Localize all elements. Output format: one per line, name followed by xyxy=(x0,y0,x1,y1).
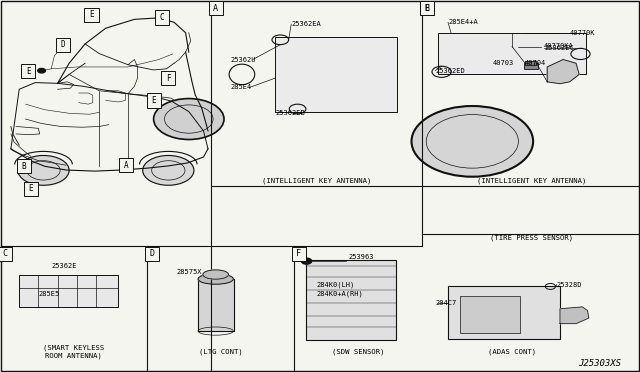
Bar xyxy=(420,1,434,15)
Text: E: E xyxy=(26,67,31,76)
Bar xyxy=(84,8,99,22)
Bar xyxy=(524,63,538,69)
Text: 25362EB: 25362EB xyxy=(275,110,305,116)
Text: 25362EC: 25362EC xyxy=(544,45,573,51)
Text: 204C7: 204C7 xyxy=(435,300,456,306)
Text: 284K0+A(RH): 284K0+A(RH) xyxy=(317,291,364,297)
Text: E: E xyxy=(151,96,156,105)
Text: (INTELLIGENT KEY ANTENNA): (INTELLIGENT KEY ANTENNA) xyxy=(477,178,586,185)
Polygon shape xyxy=(547,60,579,84)
Text: 25362U: 25362U xyxy=(230,57,256,62)
Text: E: E xyxy=(424,4,429,13)
Bar xyxy=(438,33,586,74)
Bar xyxy=(21,64,35,78)
Text: 25328D: 25328D xyxy=(557,282,582,288)
Bar xyxy=(119,158,133,172)
Bar xyxy=(198,279,234,331)
Bar xyxy=(306,260,396,340)
Text: D: D xyxy=(60,40,65,49)
Polygon shape xyxy=(560,307,589,324)
Text: 40703: 40703 xyxy=(493,60,514,66)
Circle shape xyxy=(143,155,194,185)
Text: D: D xyxy=(149,249,154,258)
Ellipse shape xyxy=(203,270,228,279)
Text: 40770K: 40770K xyxy=(570,31,595,36)
Text: 253963: 253963 xyxy=(349,254,374,260)
Bar xyxy=(275,37,397,112)
Bar xyxy=(420,1,434,15)
Text: 40704: 40704 xyxy=(525,60,546,66)
Bar xyxy=(24,182,38,196)
Text: A: A xyxy=(124,161,129,170)
Text: 25362EA: 25362EA xyxy=(291,21,321,27)
Text: C: C xyxy=(159,13,164,22)
Circle shape xyxy=(59,44,67,48)
Text: F: F xyxy=(296,249,301,258)
Text: (ADAS CONT): (ADAS CONT) xyxy=(488,348,536,355)
Bar xyxy=(525,61,536,65)
Bar xyxy=(161,71,175,85)
Bar xyxy=(145,247,159,261)
Ellipse shape xyxy=(198,274,234,284)
Text: 285E4+A: 285E4+A xyxy=(448,19,477,25)
Text: E: E xyxy=(89,10,94,19)
Text: (TIRE PRESS SENSOR): (TIRE PRESS SENSOR) xyxy=(490,234,573,241)
Bar xyxy=(147,93,161,108)
Text: A: A xyxy=(213,4,218,13)
Bar xyxy=(460,296,520,333)
Text: 28575X: 28575X xyxy=(176,269,202,275)
Text: 25362E: 25362E xyxy=(51,263,77,269)
Bar xyxy=(17,159,31,173)
Text: (INTELLIGENT KEY ANTENNA): (INTELLIGENT KEY ANTENNA) xyxy=(262,178,371,185)
Circle shape xyxy=(301,258,312,264)
Circle shape xyxy=(38,68,45,73)
Text: F: F xyxy=(166,74,171,83)
Text: 40770KA: 40770KA xyxy=(544,44,573,49)
Text: E: E xyxy=(28,184,33,193)
Text: (SMART KEYLESS
ROOM ANTENNA): (SMART KEYLESS ROOM ANTENNA) xyxy=(43,344,104,359)
Bar xyxy=(155,10,169,25)
Bar xyxy=(209,1,223,15)
Text: 284K0(LH): 284K0(LH) xyxy=(317,281,355,288)
Bar xyxy=(448,286,560,339)
Text: 25362ED: 25362ED xyxy=(435,68,465,74)
Circle shape xyxy=(18,155,69,185)
Bar xyxy=(56,38,70,52)
Bar xyxy=(292,247,306,261)
Text: C: C xyxy=(2,249,7,258)
Circle shape xyxy=(154,99,224,140)
Text: J25303XS: J25303XS xyxy=(578,359,621,368)
Text: (SDW SENSOR): (SDW SENSOR) xyxy=(332,348,385,355)
Text: 285E5: 285E5 xyxy=(38,291,60,297)
Bar xyxy=(0,247,12,261)
Text: (LTG CONT): (LTG CONT) xyxy=(199,348,243,355)
Text: 285E4: 285E4 xyxy=(230,84,252,90)
Text: B: B xyxy=(21,162,26,171)
Circle shape xyxy=(412,106,533,177)
Text: B: B xyxy=(424,4,429,13)
Bar xyxy=(19,275,118,307)
